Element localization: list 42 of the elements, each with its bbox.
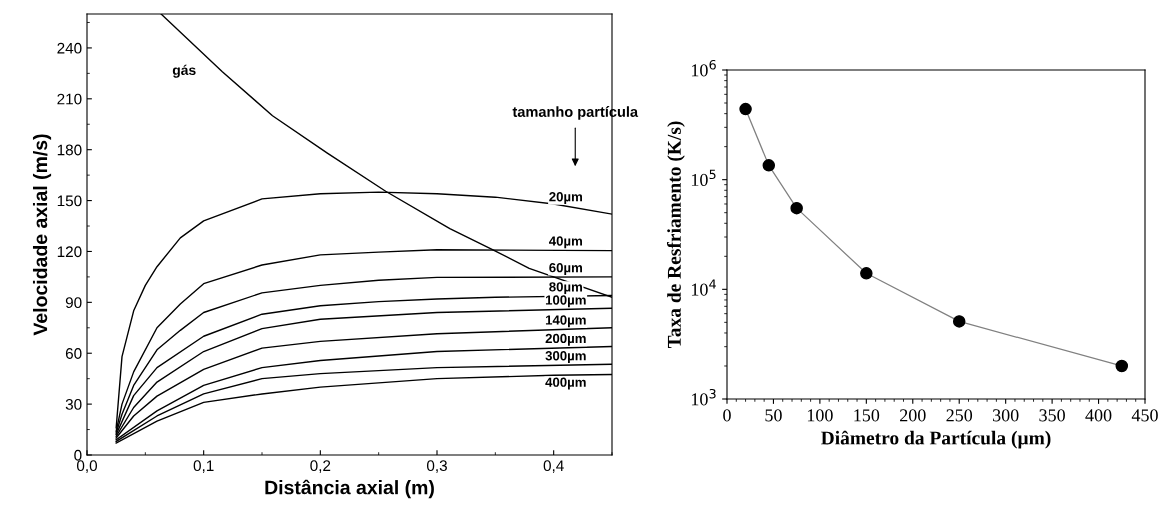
- y-tick-label: 10$^{6}$: [691, 59, 716, 77]
- y-tick-label: 150: [57, 195, 82, 207]
- x-tick-label: 0,1: [193, 460, 214, 473]
- y-axis-title: Velocidade axial (m/s): [32, 134, 52, 336]
- y-tick-label: 180: [57, 144, 82, 156]
- series-label: 80µm: [549, 282, 582, 295]
- x-tick-label: 100: [807, 409, 833, 422]
- x-tick-label: 250: [946, 409, 973, 422]
- x-tick-label: 0: [723, 409, 731, 422]
- series-label: 300µm: [545, 351, 586, 364]
- x-tick-label: 400: [1085, 409, 1112, 422]
- x-tick-label: 50: [765, 409, 782, 422]
- x-tick-label: 0,0: [76, 460, 98, 473]
- series-label: 140µm: [545, 315, 586, 328]
- x-tick-label: 0,2: [310, 460, 331, 473]
- y-tick-label: 210: [57, 93, 82, 105]
- y-tick-label: 90: [65, 297, 82, 309]
- y-tick-label: 240: [57, 42, 82, 54]
- y-tick-label: 10$^{3}$: [691, 388, 716, 406]
- series-label: 100µm: [545, 295, 586, 308]
- x-tick-label: 0,3: [426, 460, 447, 473]
- y-tick-label: 30: [65, 398, 82, 410]
- x-axis-title: Distância axial (m): [265, 479, 434, 499]
- series-label: 400µm: [545, 377, 586, 390]
- x-tick-label: 350: [1039, 409, 1065, 422]
- y-tick-label: 0: [74, 449, 82, 461]
- y-tick-label: 60: [65, 348, 82, 359]
- x-tick-label: 200: [900, 409, 926, 422]
- y-tick-label: 120: [57, 246, 82, 258]
- x-axis-title: Diâmetro da Partícula (µm): [821, 430, 1051, 449]
- series-label: 200µm: [545, 333, 586, 346]
- series-label: 20µm: [549, 192, 582, 204]
- x-tick-label: 0,4: [543, 460, 564, 473]
- series-label: 40µm: [548, 236, 582, 249]
- x-tick-label: 450: [1131, 409, 1158, 422]
- x-tick-label: 150: [854, 409, 880, 422]
- y-tick-label: 10$^{5}$: [691, 169, 716, 187]
- x-tick-label: 300: [992, 409, 1019, 422]
- series-label: gás: [172, 64, 196, 78]
- series-label: 60µm: [549, 263, 582, 275]
- y-tick-label: 10$^{4}$: [691, 279, 716, 296]
- y-axis-title: Taxa de Resfriamento (K/s): [666, 121, 685, 349]
